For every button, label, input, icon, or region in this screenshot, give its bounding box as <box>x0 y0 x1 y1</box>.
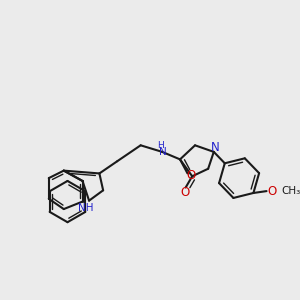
Text: N: N <box>159 147 167 157</box>
Text: N: N <box>211 141 220 154</box>
Text: O: O <box>187 169 196 182</box>
Text: O: O <box>180 186 189 199</box>
Text: O: O <box>268 184 277 198</box>
Text: H: H <box>157 141 164 150</box>
Text: CH₃: CH₃ <box>281 186 300 196</box>
Text: NH: NH <box>78 203 93 213</box>
